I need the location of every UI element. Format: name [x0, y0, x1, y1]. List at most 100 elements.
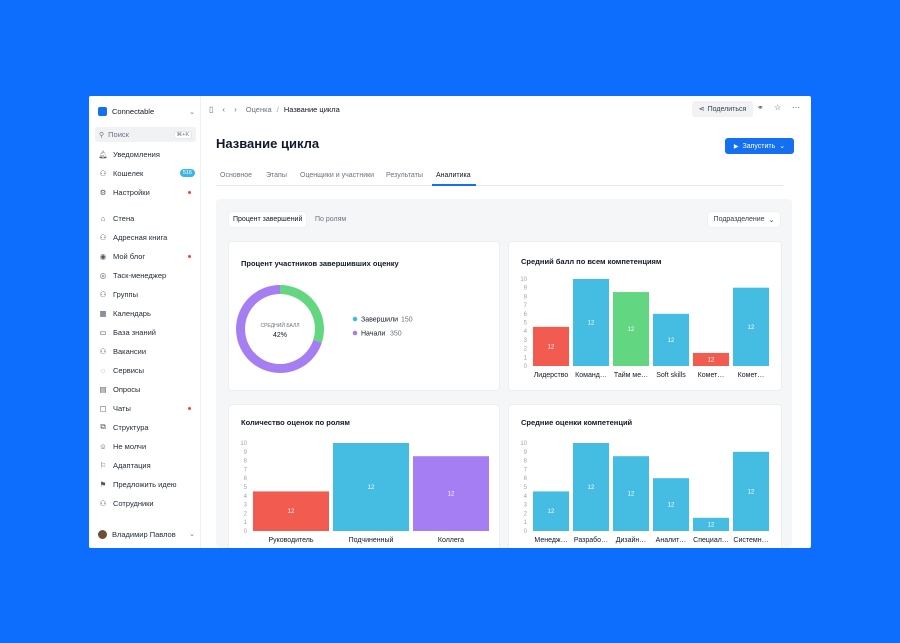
user-name: Владимир Павлов	[112, 529, 176, 539]
sidebar-item-speak-up[interactable]: ☺ Не молчи	[98, 439, 195, 453]
legend-marker	[352, 330, 358, 336]
search-input[interactable]: ⚲ Поиск ⌘+K	[95, 127, 196, 142]
sidebar-item-notifications[interactable]: 🔔︎ Уведомления	[98, 147, 195, 161]
y-tick-label: 1	[244, 520, 248, 526]
forward-arrow-icon[interactable]: ›	[234, 105, 237, 114]
wallet-badge: 516	[179, 169, 195, 177]
donut-slice	[280, 285, 324, 343]
legend-label: Начали	[361, 331, 385, 338]
notification-dot	[188, 406, 191, 410]
y-tick-label: 6	[244, 476, 248, 482]
legend-marker	[352, 316, 358, 322]
legend-value: 350	[390, 331, 402, 338]
y-tick-label: 3	[524, 503, 528, 509]
y-tick-label: 5	[524, 321, 528, 327]
tab-raters[interactable]: Оценщики и участники	[300, 172, 375, 179]
roles-count-card: Количество оценок по ролям 0 1 2 3 4 5 6 7 8 9 10 1…	[228, 404, 500, 548]
chevron-down-icon: ⌄	[768, 216, 775, 224]
sidebar-item-task-manager[interactable]: ◎ Таск-менеджер	[98, 268, 195, 282]
sidebar-item-blog[interactable]: ◉ Мой блог	[98, 249, 195, 263]
sidebar-item-structure[interactable]: ⧉ Структура	[98, 420, 195, 434]
sidebar-item-vacancies[interactable]: ⚇ Вакансии	[98, 344, 195, 358]
y-tick-label: 1	[524, 520, 528, 526]
bar-data-label: 12	[588, 485, 595, 491]
sidebar-item-label: Структура	[113, 422, 149, 432]
chevron-down-icon: ⌄	[189, 108, 195, 116]
division-select[interactable]: Подразделение ⌄	[708, 212, 780, 227]
smile-icon: ☺	[99, 441, 107, 451]
x-tick-label: Комет…	[698, 372, 725, 379]
contacts-icon: ⚇	[99, 232, 107, 242]
sidebar-item-chats[interactable]: ▢ Чаты	[98, 401, 195, 415]
x-tick-label: Тайм ме…	[614, 371, 648, 379]
sidebar-item-employees[interactable]: ⚇ Сотрудники	[98, 496, 195, 510]
sidebar-item-label: Вакансии	[113, 346, 147, 356]
sidebar-item-services[interactable]: ◌ Сервисы	[98, 363, 195, 377]
tab-stages[interactable]: Этапы	[266, 172, 287, 179]
bar	[733, 287, 769, 366]
card-title: Средний балл по всем компетенциям	[521, 257, 662, 266]
tab-analytics[interactable]: Аналитика	[436, 172, 471, 179]
bar	[693, 352, 729, 366]
sidebar-item-label: Уведомления	[113, 149, 160, 159]
bar	[693, 517, 729, 531]
sidebar-item-label: Стена	[113, 213, 135, 223]
segment-completion[interactable]: Процент завершений	[229, 212, 307, 227]
y-tick-label: 9	[524, 286, 528, 292]
sidebar-toggle-icon[interactable]: ▯	[209, 105, 214, 114]
workspace-switcher[interactable]: Connectable ⌄	[98, 105, 195, 118]
y-tick-label: 9	[524, 450, 528, 456]
sidebar-item-label: Настройки	[113, 187, 150, 197]
x-tick-label: Дизайн…	[616, 536, 647, 544]
notification-dot	[188, 254, 191, 258]
x-tick-label: Коллега	[438, 537, 464, 544]
breadcrumb-current: Название цикла	[283, 105, 340, 114]
bar	[573, 279, 609, 366]
sidebar-item-settings[interactable]: ⚙ Настройки	[98, 185, 195, 199]
x-tick-label: Комет…	[738, 372, 765, 379]
star-icon[interactable]: ☆	[774, 103, 782, 112]
sidebar-item-suggest-idea[interactable]: ⚑ Предложить идею	[98, 477, 195, 491]
search-icon: ⚲	[99, 131, 105, 139]
y-tick-label: 7	[244, 467, 248, 473]
run-button[interactable]: ▶ Запустить ⌄	[725, 138, 794, 154]
link-icon[interactable]: ⚭	[757, 103, 764, 112]
y-tick-label: 8	[524, 294, 528, 300]
more-icon[interactable]: ⋯	[792, 103, 800, 112]
sidebar-item-label: Опросы	[113, 384, 141, 394]
x-tick-label: Руководитель	[268, 537, 313, 544]
tab-general[interactable]: Основное	[220, 172, 253, 179]
card-title: Средние оценки компетенций	[521, 418, 633, 427]
back-arrow-icon[interactable]: ‹	[222, 105, 226, 114]
survey-icon: ▤	[99, 384, 107, 394]
sidebar-item-address-book[interactable]: ⚇ Адресная книга	[98, 230, 195, 244]
y-tick-label: 3	[524, 338, 528, 344]
user-menu[interactable]: Владимир Павлов ⌄	[98, 527, 195, 541]
sidebar-item-label: Сотрудники	[113, 498, 154, 508]
sidebar-item-calendar[interactable]: ▦ Календарь	[98, 306, 195, 320]
sidebar-item-adaptation[interactable]: ⚐ Адаптация	[98, 458, 195, 472]
bar	[573, 443, 609, 531]
bar-data-label: 12	[368, 485, 375, 491]
sidebar-item-groups[interactable]: ⚇ Группы	[98, 287, 195, 301]
sidebar-item-surveys[interactable]: ▤ Опросы	[98, 382, 195, 396]
calendar-icon: ▦	[99, 308, 107, 318]
app-name: Connectable	[112, 107, 155, 116]
share-button[interactable]: ⋖ Поделиться	[692, 101, 753, 117]
segment-by-roles[interactable]: По ролям	[315, 216, 347, 223]
sidebar-item-label: Группы	[113, 289, 138, 299]
sidebar-item-wallet[interactable]: ⚇ Кошелек 516	[98, 166, 195, 180]
notification-dot	[188, 190, 191, 194]
y-tick-label: 4	[524, 329, 528, 335]
chat-icon: ▢	[99, 403, 107, 413]
breadcrumb-parent[interactable]: Оценка	[245, 105, 272, 114]
sidebar-item-wall[interactable]: ⌂ Стена	[98, 211, 195, 225]
sidebar-item-knowledge-base[interactable]: ▭ База знаний	[98, 325, 195, 339]
services-icon: ◌	[100, 365, 106, 375]
tab-results[interactable]: Результаты	[386, 172, 423, 179]
x-tick-label: Soft skills	[656, 372, 686, 379]
bar-data-label: 12	[708, 522, 715, 528]
bar	[653, 478, 689, 531]
x-tick-label: Менедж…	[534, 537, 567, 544]
